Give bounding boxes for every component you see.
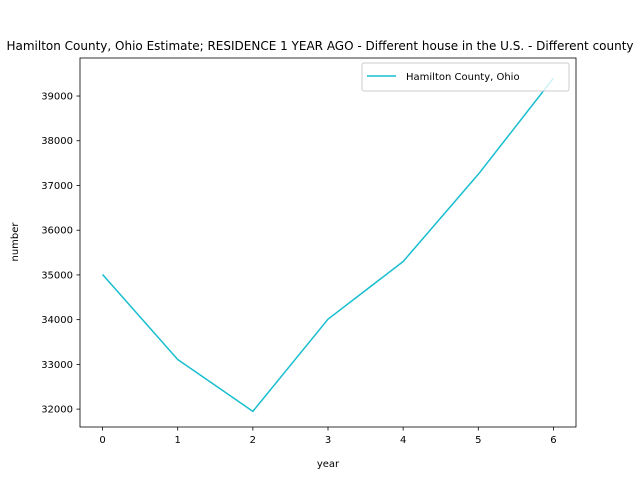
y-tick-label: 39000 bbox=[41, 92, 73, 103]
y-tick-label: 38000 bbox=[41, 136, 73, 147]
x-tick-label: 0 bbox=[99, 435, 105, 446]
legend-box bbox=[361, 62, 570, 92]
y-tick-label: 36000 bbox=[41, 226, 73, 237]
y-tick-label: 32000 bbox=[41, 405, 73, 416]
y-tick-label: 34000 bbox=[41, 315, 73, 326]
legend: Hamilton County, Ohio bbox=[361, 62, 570, 92]
series-line-0 bbox=[101, 77, 555, 413]
x-tick-label: 3 bbox=[325, 435, 331, 446]
x-tick-label: 1 bbox=[175, 435, 181, 446]
chart-title: Hamilton County, Ohio Estimate; RESIDENC… bbox=[6, 39, 633, 53]
x-axis-label: year bbox=[317, 459, 340, 470]
x-tick-label: 5 bbox=[475, 435, 481, 446]
x-tick-label: 2 bbox=[250, 435, 256, 446]
y-tick-label: 33000 bbox=[41, 360, 73, 371]
legend-label-hamilton-county: Hamilton County, Ohio bbox=[406, 72, 520, 83]
x-tick-label: 6 bbox=[550, 435, 556, 446]
plot-area: 0 1 2 3 4 5 6 32000 33000 34000 35000 36000 37000 380… bbox=[41, 57, 577, 446]
y-tick-label: 37000 bbox=[41, 181, 73, 192]
y-tick-label: 35000 bbox=[41, 270, 73, 281]
x-tick-label: 4 bbox=[400, 435, 406, 446]
y-axis-label: number bbox=[10, 222, 21, 262]
